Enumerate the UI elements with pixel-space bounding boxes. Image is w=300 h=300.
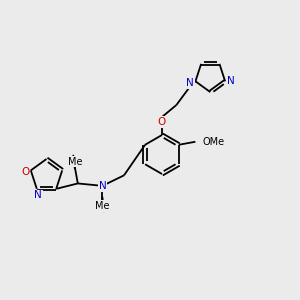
Text: O: O [158,117,166,127]
Text: N: N [227,76,234,86]
Text: Me: Me [95,201,109,211]
Text: N: N [34,190,42,200]
Text: OMe: OMe [203,137,225,147]
Text: N: N [98,181,106,191]
Text: N: N [186,78,194,88]
Text: O: O [21,167,29,177]
Text: Me: Me [68,157,82,166]
